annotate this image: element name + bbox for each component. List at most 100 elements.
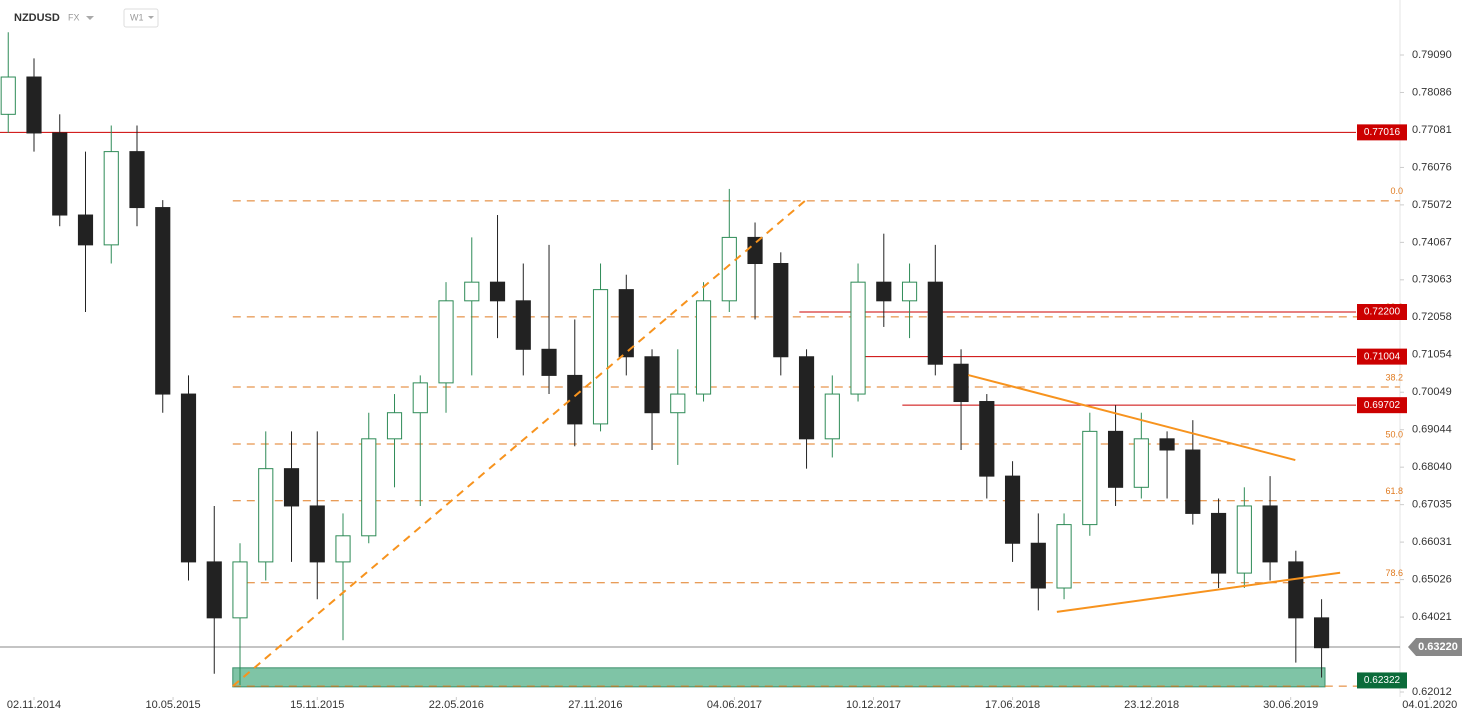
timeframe-box[interactable]: [123, 8, 159, 28]
candle-body: [77, 214, 94, 246]
x-tick-label: 02.11.2014: [7, 699, 61, 711]
candle-body: [670, 393, 686, 414]
x-tick-label: 04.06.2017: [707, 699, 762, 711]
candle-body: [26, 76, 42, 134]
y-tick-label: 0.74067: [1412, 236, 1452, 248]
y-tick-label: 0.73063: [1412, 274, 1452, 286]
candle-body: [747, 236, 763, 265]
candle-body: [1133, 438, 1149, 488]
x-tick-label: 15.11.2015: [290, 699, 344, 711]
candle-body: [258, 468, 274, 563]
candle-body: [901, 281, 918, 302]
x-tick-label: 17.06.2018: [985, 699, 1040, 711]
x-tick-label: 04.01.2020: [1402, 699, 1457, 711]
y-tick-label: 0.72058: [1412, 311, 1452, 323]
x-tick-label: 10.05.2015: [146, 699, 201, 711]
y-tick-label: 0.64021: [1412, 611, 1452, 623]
y-tick-label: 0.78086: [1412, 86, 1452, 98]
level-label: 0.69702: [1364, 400, 1401, 411]
candle-body: [1082, 430, 1098, 526]
candle-body: [52, 132, 68, 216]
dropdown-arrow[interactable]: [86, 16, 94, 20]
timeframe[interactable]: W1: [130, 12, 144, 22]
support-zone: [232, 667, 1326, 688]
candle-body: [361, 438, 377, 537]
candle-body: [1210, 512, 1227, 574]
y-tick-label: 0.71054: [1412, 349, 1452, 361]
level-tag: [1357, 304, 1407, 321]
level-label: 0.77016: [1364, 127, 1401, 138]
zone-label: 0.62322: [1364, 675, 1401, 686]
candle-body: [309, 505, 325, 563]
candle-body: [335, 535, 351, 563]
candle-body: [644, 356, 660, 414]
candle-body: [412, 382, 428, 414]
y-tick-label: 0.79090: [1412, 49, 1452, 61]
candle-body: [798, 356, 815, 440]
level-label: 0.71004: [1364, 351, 1401, 362]
candle-body: [979, 401, 995, 477]
fib-label: 38.2: [1385, 372, 1403, 382]
candle-body: [567, 374, 583, 425]
y-tick-label: 0.68040: [1412, 461, 1452, 473]
level-tag: [1357, 348, 1407, 365]
x-tick-label: 10.12.2017: [846, 699, 901, 711]
x-tick-label: 23.12.2018: [1124, 699, 1179, 711]
candle-body: [953, 363, 969, 403]
x-tick-label: 22.05.2016: [429, 699, 484, 711]
y-tick-label: 0.75072: [1412, 199, 1452, 211]
candle-body: [1159, 438, 1175, 451]
candle-body: [1056, 524, 1072, 589]
candle-body: [1030, 542, 1046, 589]
candle-body: [180, 393, 197, 563]
level-tag: [1357, 397, 1407, 414]
candle-body: [0, 76, 16, 115]
fib-label: 78.6: [1385, 568, 1403, 578]
candle-body: [721, 236, 737, 302]
candle-body: [129, 151, 145, 209]
candle-body: [927, 281, 943, 365]
market[interactable]: FX: [68, 12, 80, 22]
candle-body: [1313, 617, 1330, 649]
candle-body: [489, 281, 506, 302]
y-tick-label: 0.67035: [1412, 499, 1452, 511]
candle-body: [1107, 430, 1124, 488]
fib-label: 61.8: [1385, 486, 1403, 496]
candle-body: [773, 263, 789, 358]
candle-body: [103, 151, 119, 246]
y-tick-label: 0.66031: [1412, 536, 1452, 548]
candle-body: [1288, 561, 1304, 619]
trend-line: [968, 374, 1296, 462]
y-tick-label: 0.77081: [1412, 124, 1452, 136]
y-tick-label: 0.62012: [1412, 686, 1452, 698]
candle-body: [824, 393, 840, 440]
candle-body: [283, 468, 300, 507]
symbol[interactable]: NZDUSD: [14, 12, 60, 24]
candle-body: [206, 561, 222, 619]
candle-body: [695, 300, 712, 395]
candle-body: [1004, 475, 1021, 544]
level-label: 0.72200: [1364, 307, 1401, 318]
last-price-tag: [1408, 637, 1462, 656]
candle-body: [1262, 505, 1278, 563]
candle-body: [386, 412, 403, 440]
last-price-label: 0.63220: [1418, 641, 1458, 653]
candle-body: [232, 561, 248, 619]
zone-tag: [1357, 672, 1407, 689]
trend-line: [1056, 571, 1341, 613]
level-tag: [1357, 124, 1407, 141]
candle-body: [592, 289, 609, 425]
candle-body: [1185, 449, 1201, 514]
candle-body: [464, 281, 480, 302]
fib-label: 50.0: [1385, 429, 1403, 439]
candle-body: [876, 281, 892, 302]
candle-body: [850, 281, 866, 395]
y-tick-label: 0.70049: [1412, 386, 1452, 398]
candle-body: [618, 289, 634, 358]
candle-body: [438, 300, 454, 384]
dropdown-arrow[interactable]: [148, 16, 154, 19]
y-tick-label: 0.69044: [1412, 424, 1452, 436]
y-tick-label: 0.65026: [1412, 573, 1452, 585]
